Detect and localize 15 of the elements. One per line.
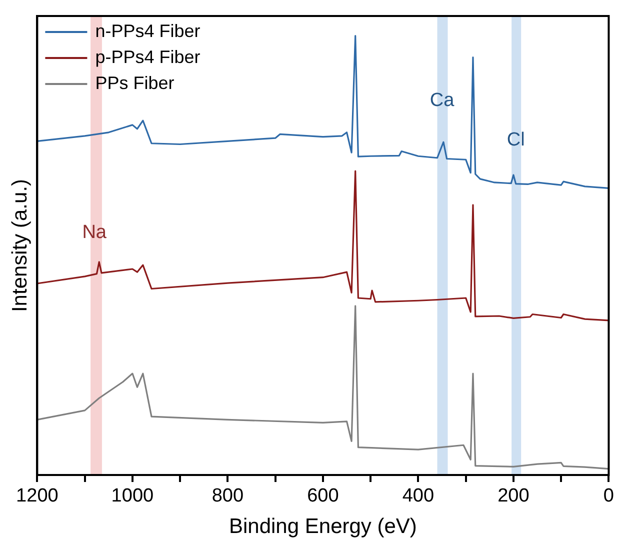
x-tick-label: 600 (307, 486, 339, 507)
x-tick-label: 800 (212, 486, 244, 507)
legend-label: PPs Fiber (95, 72, 174, 93)
x-tick-label: 1200 (16, 486, 58, 507)
x-tick-label: 400 (402, 486, 434, 507)
x-tick-label: 1000 (111, 486, 154, 507)
x-axis-title: Binding Energy (eV) (228, 515, 417, 538)
annotation: Ca (430, 90, 455, 112)
y-axis-title: Intensity (a.u.) (8, 178, 32, 312)
annotation: Cl (506, 130, 525, 151)
legend-label: n-PPs4 Fiber (95, 20, 200, 41)
x-tick-label: 200 (498, 486, 530, 507)
annotation: Na (82, 222, 107, 243)
x-tick-label: 0 (603, 486, 614, 507)
legend-label: p-PPs4 Fiber (95, 46, 200, 67)
